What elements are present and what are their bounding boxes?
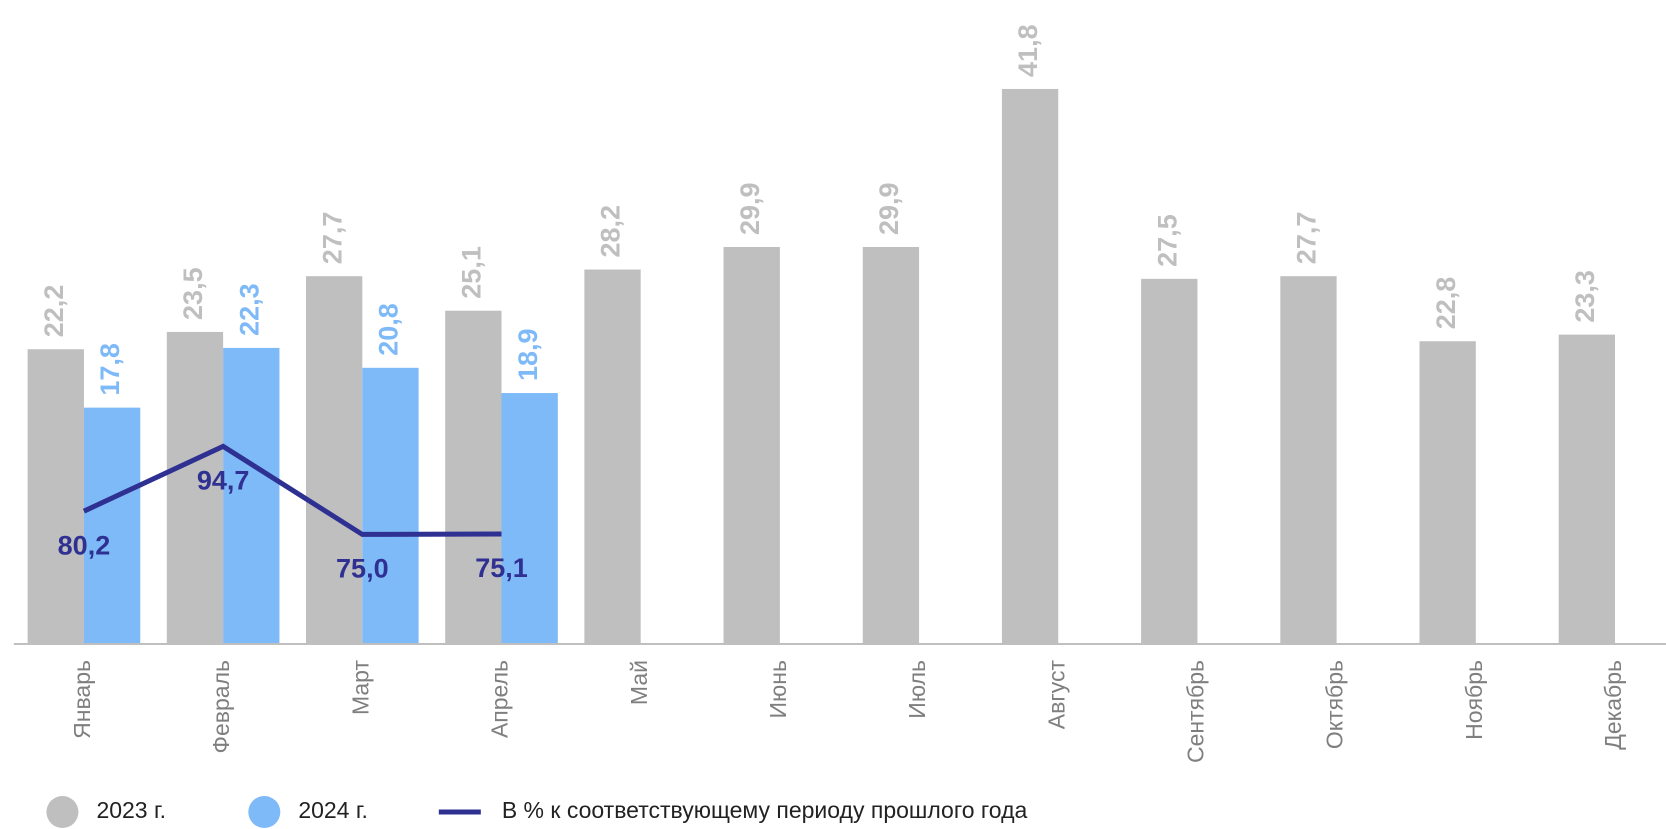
legend-swatch xyxy=(248,796,281,828)
bar xyxy=(1558,334,1615,644)
value-label: 27,5 xyxy=(1152,214,1182,267)
line xyxy=(82,443,502,537)
bar xyxy=(501,393,558,644)
bar xyxy=(223,347,280,644)
x-tick-label: Февраль xyxy=(208,660,234,753)
x-tick-label: Апрель xyxy=(487,660,513,738)
value-label: 27,7 xyxy=(317,212,347,265)
value-label: 28,2 xyxy=(596,205,626,258)
x-tick-label: Август xyxy=(1043,660,1069,730)
bar xyxy=(1280,276,1337,644)
x-tick-label: Сентябрь xyxy=(1183,660,1209,763)
x-tick-label: Октябрь xyxy=(1322,660,1348,749)
value-label: 17,8 xyxy=(95,343,125,396)
x-tick-label: Март xyxy=(347,660,373,715)
bar xyxy=(83,407,141,644)
x-tick-label: Май xyxy=(626,660,652,705)
bar xyxy=(862,246,920,644)
bar xyxy=(27,349,84,644)
x-tick-label: Июнь xyxy=(765,660,791,718)
bar xyxy=(1419,341,1476,644)
x-tick-label: Декабрь xyxy=(1600,660,1626,750)
value-label: 23,3 xyxy=(1570,270,1600,323)
line-label: 94,7 xyxy=(197,465,250,495)
value-label: 18,9 xyxy=(513,328,543,381)
value-label: 29,9 xyxy=(735,182,765,235)
value-label: 20,8 xyxy=(374,303,404,356)
value-label: 23,5 xyxy=(178,267,208,320)
x-tick-label: Июль xyxy=(904,660,930,719)
line-label: 75,1 xyxy=(475,553,528,583)
line-label: 80,2 xyxy=(58,530,111,560)
bar xyxy=(1001,88,1059,644)
value-label: 22,3 xyxy=(234,283,264,336)
value-label: 27,7 xyxy=(1292,212,1322,265)
legend-label: 2023 г. xyxy=(96,797,166,823)
legend-label: В % к соответствующему периоду прошлого … xyxy=(502,797,1028,823)
bar xyxy=(362,367,419,644)
bar xyxy=(584,269,641,644)
x-tick-label: Январь xyxy=(69,660,95,739)
value-label: 22,2 xyxy=(39,285,69,338)
value-label: 22,8 xyxy=(1431,277,1461,330)
legend-swatch xyxy=(46,796,79,828)
bar xyxy=(445,310,502,644)
value-label: 25,1 xyxy=(456,246,486,299)
bar xyxy=(1141,278,1198,644)
bar xyxy=(723,246,780,644)
line-label: 75,0 xyxy=(336,554,389,584)
legend-label: 2024 г. xyxy=(298,797,368,823)
value-label: 41,8 xyxy=(1013,24,1043,77)
bar xyxy=(166,331,224,644)
bar xyxy=(306,276,363,644)
value-label: 29,9 xyxy=(874,182,904,235)
x-tick-label: Ноябрь xyxy=(1461,660,1487,740)
